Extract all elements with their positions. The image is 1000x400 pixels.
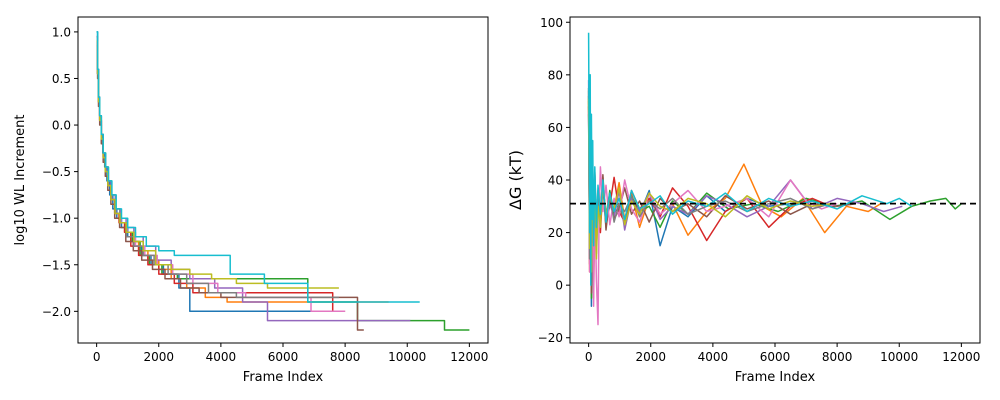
- y-tick-label: 0.0: [52, 119, 71, 133]
- y-tick-label: 60: [548, 121, 563, 135]
- y-tick-label: 1.0: [52, 25, 71, 39]
- left-chart-panel: 0 2000 4000 6000 8000 10000 12000 1.0 0.5 0.0 −0.5…: [13, 16, 489, 385]
- y-tick-label: 0: [555, 279, 563, 293]
- y-axis-label: ΔG (kT): [506, 150, 525, 210]
- y-tick-label: 80: [548, 68, 563, 82]
- x-tick-label: 6000: [268, 350, 299, 364]
- x-axis-label: Frame Index: [735, 370, 816, 385]
- y-axis-label: log10 WL Increment: [13, 115, 28, 246]
- x-tick-label: 10000: [388, 350, 426, 364]
- x-tick-label: 2000: [143, 350, 174, 364]
- y-tick-label: −1.5: [42, 258, 71, 272]
- y-tick-label: −20: [538, 331, 563, 345]
- series-line-7: [587, 111, 838, 326]
- right-chart-panel: 0 2000 4000 6000 8000 10000 12000 −20 0 20 40 60 80 1…: [506, 16, 981, 385]
- y-tick-label: −0.5: [42, 165, 71, 179]
- series-line-10: [96, 31, 420, 303]
- x-axis-label: Frame Index: [243, 370, 324, 385]
- x-tick-label: 0: [93, 350, 101, 364]
- x-tick-label: 4000: [206, 350, 237, 364]
- series-line-10: [587, 32, 913, 286]
- x-tick-label: 12000: [942, 350, 980, 364]
- y-tick-label: −1.0: [42, 212, 71, 226]
- x-tick-label: 2000: [635, 350, 666, 364]
- y-tick-label: 0.5: [52, 72, 71, 86]
- y-tick-label: 40: [548, 174, 563, 188]
- x-tick-label: 4000: [698, 350, 729, 364]
- series-group: [587, 32, 962, 326]
- y-tick-label: −2.0: [42, 305, 71, 319]
- series-group: [96, 31, 470, 331]
- x-tick-label: 10000: [880, 350, 918, 364]
- y-tick-label: 100: [540, 16, 563, 30]
- x-tick-label: 12000: [450, 350, 488, 364]
- x-tick-label: 6000: [760, 350, 791, 364]
- y-tick-label: 20: [548, 226, 563, 240]
- x-tick-label: 8000: [330, 350, 361, 364]
- x-tick-label: 8000: [822, 350, 853, 364]
- x-tick-label: 0: [585, 350, 593, 364]
